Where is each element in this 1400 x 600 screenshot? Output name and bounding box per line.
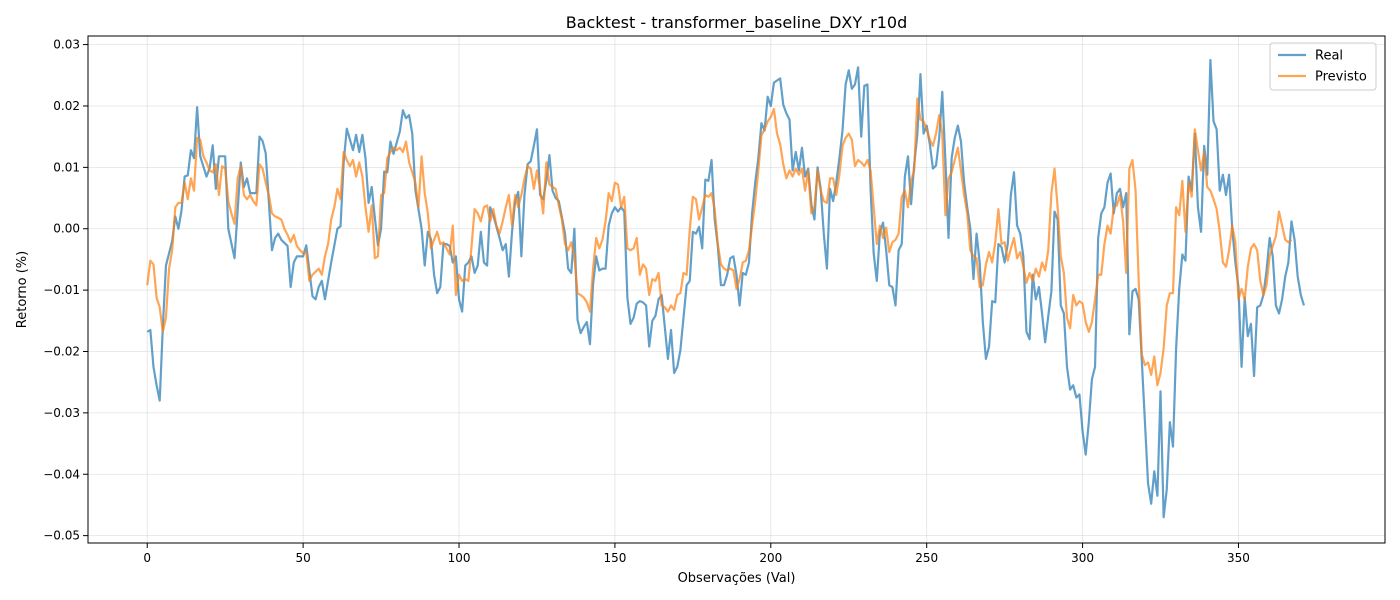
y-tick-label: 0.01	[53, 160, 80, 174]
chart-title: Backtest - transformer_baseline_DXY_r10d	[566, 13, 908, 33]
y-axis-label: Retorno (%)	[15, 251, 30, 328]
series-line-real	[146, 58, 1305, 519]
series-lines	[146, 58, 1305, 519]
x-tick-label: 50	[295, 551, 310, 565]
legend: Real Previsto	[1269, 42, 1377, 91]
x-tick-label: 200	[759, 551, 782, 565]
x-tick-label: 300	[1071, 551, 1094, 565]
x-tick-label: 150	[603, 551, 626, 565]
gridlines	[88, 36, 1385, 543]
x-axis: 0 50 100 150 200 250 300 350	[143, 543, 1250, 565]
x-tick-label: 100	[448, 551, 471, 565]
series-line-previsto	[146, 97, 1293, 387]
x-axis-label: Observações (Val)	[678, 571, 796, 586]
legend-label: Real	[1315, 49, 1343, 64]
y-tick-label: 0.03	[53, 38, 80, 52]
y-tick-label: 0.00	[53, 222, 80, 236]
legend-label: Previsto	[1315, 70, 1367, 85]
y-tick-label: −0.01	[43, 283, 80, 297]
plot-frame	[87, 35, 1386, 544]
x-tick-label: 250	[915, 551, 938, 565]
y-tick-label: −0.03	[43, 406, 80, 420]
x-tick-label: 0	[143, 551, 151, 565]
y-tick-label: −0.04	[43, 467, 80, 481]
y-tick-label: 0.02	[53, 99, 80, 113]
y-tick-label: −0.05	[43, 529, 80, 543]
x-tick-label: 350	[1227, 551, 1250, 565]
y-axis: −0.05 −0.04 −0.03 −0.02 −0.01 0.00 0.01 0.02 0.0…	[43, 38, 88, 543]
y-tick-label: −0.02	[43, 344, 80, 358]
